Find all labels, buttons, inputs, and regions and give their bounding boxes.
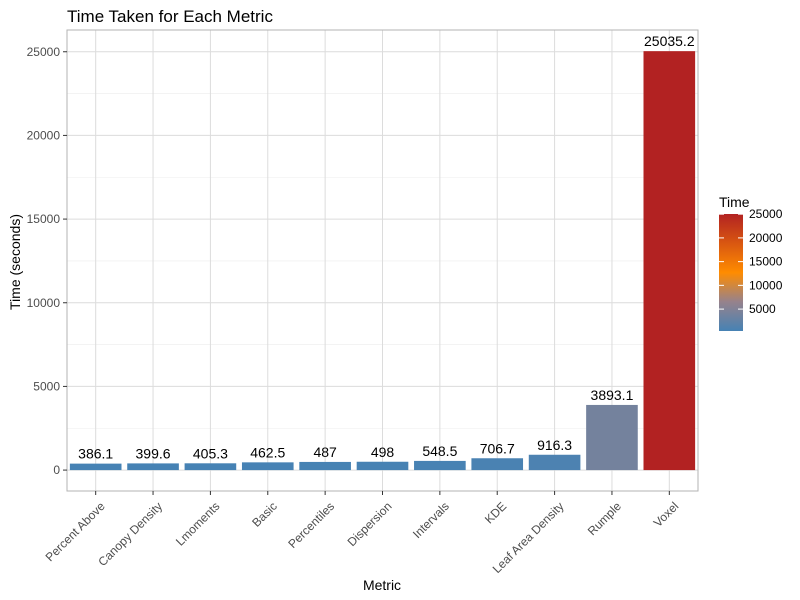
- data-label: 462.5: [250, 444, 285, 460]
- data-label: 548.5: [422, 443, 457, 459]
- x-axis-title: Metric: [363, 577, 401, 593]
- y-tick-label: 10000: [27, 296, 61, 310]
- legend-tick-label: 25000: [749, 207, 783, 221]
- x-tick-label: Dispersion: [345, 499, 395, 549]
- bar: [69, 463, 122, 471]
- chart-title: Time Taken for Each Metric: [67, 7, 273, 26]
- legend-title: Time: [719, 194, 750, 210]
- data-label: 706.7: [480, 440, 515, 456]
- legend-tick-label: 15000: [749, 255, 783, 269]
- data-label: 3893.1: [591, 387, 634, 403]
- x-tick-label: Intervals: [410, 499, 452, 541]
- x-tick-label: KDE: [482, 499, 509, 526]
- data-label: 386.1: [78, 446, 113, 462]
- x-tick-label: Basic: [249, 499, 280, 530]
- bar: [356, 461, 409, 471]
- bars: [69, 51, 696, 471]
- bar: [528, 454, 581, 471]
- bar: [643, 51, 696, 471]
- data-labels: 386.1 399.6 405.3 462.5 487 498 548.5 706.7 916.…: [78, 33, 695, 461]
- legend-tick-label: 20000: [749, 231, 783, 245]
- y-tick-label: 0: [53, 463, 60, 477]
- data-label: 916.3: [537, 437, 572, 453]
- y-tick-label: 20000: [27, 128, 61, 142]
- legend-colorbar: [719, 214, 743, 331]
- y-tick-label: 25000: [27, 45, 61, 59]
- bar: [414, 460, 466, 471]
- data-label: 498: [371, 444, 395, 460]
- legend-tick-label: 5000: [749, 302, 776, 316]
- x-tick-label: Rumple: [585, 499, 624, 538]
- y-axis-title: Time (seconds): [7, 214, 23, 310]
- data-label: 487: [313, 444, 337, 460]
- x-tick-label: Voxel: [651, 499, 682, 530]
- legend: Time 5000 10000 15000 20000 25000: [719, 194, 783, 331]
- data-label: 405.3: [193, 445, 228, 461]
- y-axis-ticks: 0 5000 10000 15000 20000 25000: [27, 45, 67, 477]
- legend-tick-label: 10000: [749, 278, 783, 292]
- x-tick-label: Lmoments: [173, 499, 223, 549]
- y-tick-label: 5000: [33, 379, 60, 393]
- bar: [586, 404, 638, 471]
- bar: [184, 463, 237, 471]
- bar: [471, 458, 524, 471]
- data-label: 25035.2: [644, 33, 695, 49]
- x-tick-label: Percentiles: [285, 499, 337, 551]
- x-tick-label: Percent Above: [43, 499, 108, 564]
- bar: [127, 463, 179, 471]
- bar: [299, 461, 351, 471]
- y-tick-label: 15000: [27, 212, 61, 226]
- bar: [241, 462, 294, 471]
- legend-ticks: 5000 10000 15000 20000 25000: [719, 207, 783, 316]
- data-label: 399.6: [136, 445, 171, 461]
